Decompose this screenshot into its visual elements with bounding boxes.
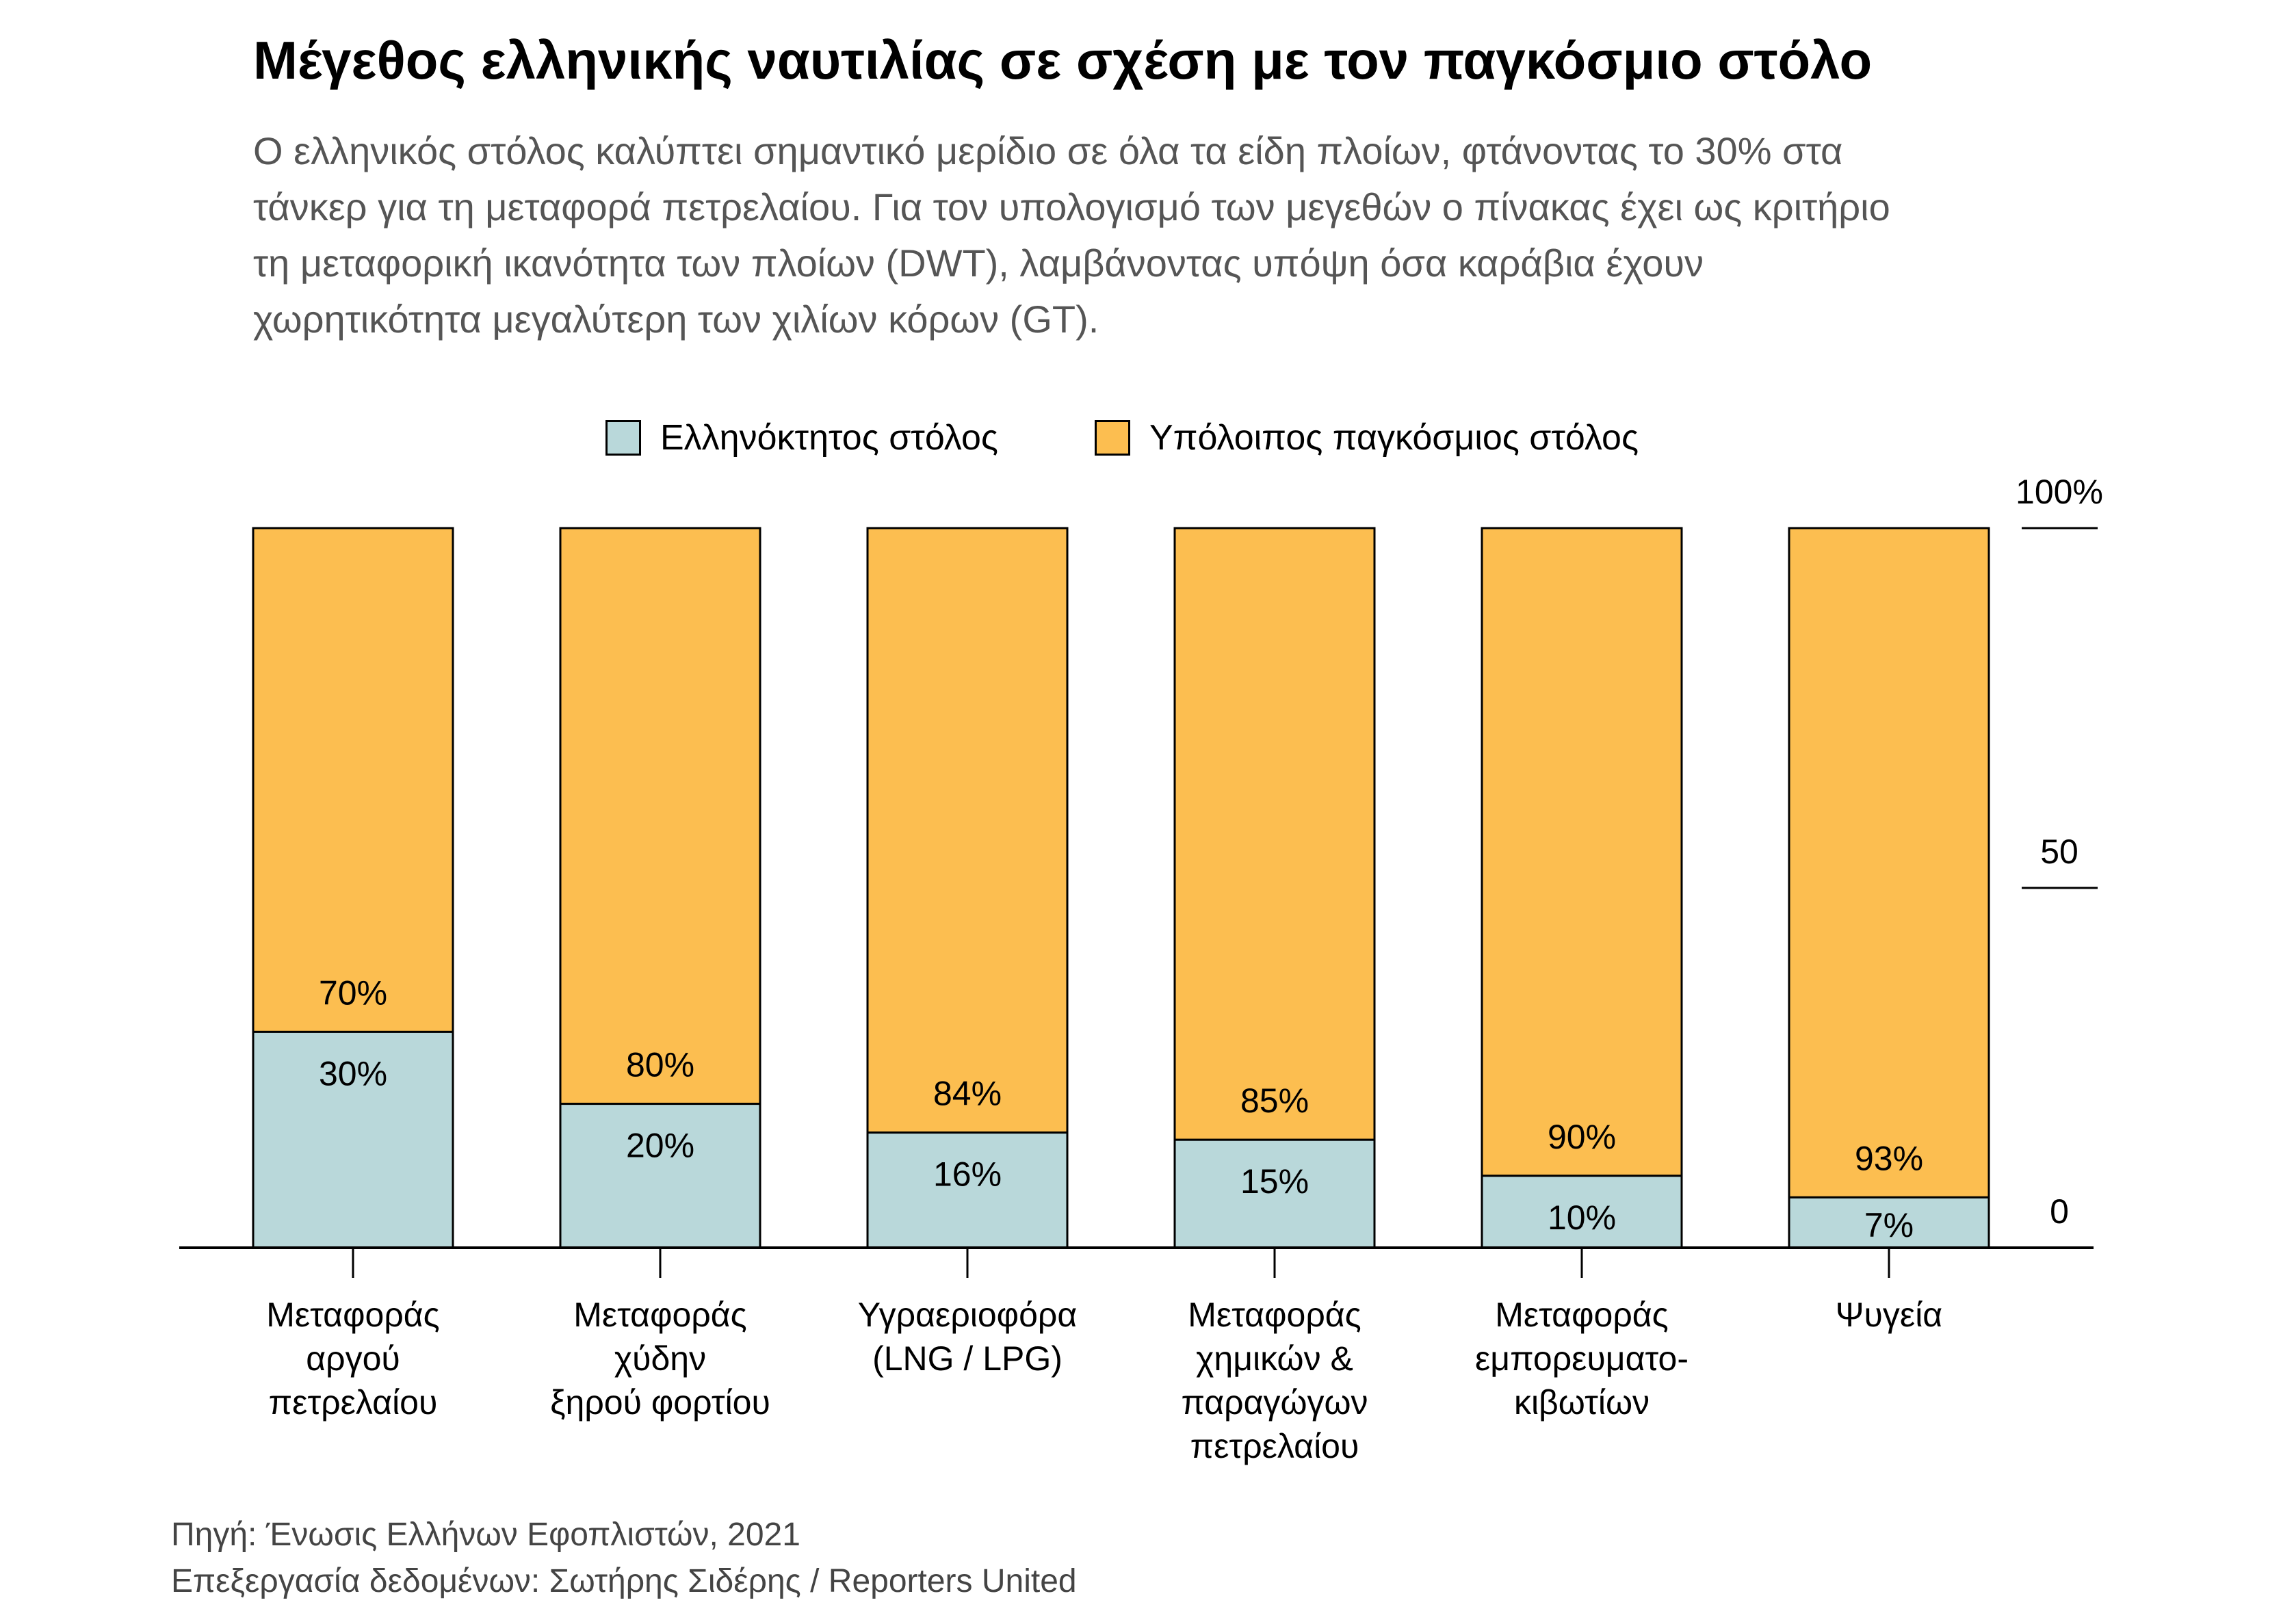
- category-label: Υγραεριοφόρα (LNG / LPG): [810, 1293, 1125, 1380]
- chart-legend: Ελληνόκτητος στόλος Υπόλοιπος παγκόσμιος…: [0, 417, 2281, 472]
- bar-segment-rest: [866, 527, 1069, 1134]
- data-label-rest: 90%: [1548, 1118, 1616, 1156]
- subtitle-line: χωρητικότητα μεγαλύτερη των χιλίων κόρων…: [253, 298, 1099, 341]
- legend-item-rest: Υπόλοιπος παγκόσμιος στόλος: [1095, 417, 1639, 458]
- data-label-rest: 80%: [626, 1046, 694, 1084]
- data-label-rest: 84%: [933, 1075, 1002, 1113]
- subtitle-line: τη μεταφορική ικανότητα των πλοίων (DWT)…: [253, 241, 1704, 285]
- category-label: Ψυγεία: [1732, 1293, 2046, 1337]
- bar-segment-greek: [559, 1103, 761, 1249]
- category-label-line: (LNG / LPG): [872, 1339, 1063, 1378]
- category-label-line: Μεταφοράς: [1495, 1296, 1669, 1334]
- bar-segment-greek: [866, 1131, 1069, 1249]
- data-label-rest: 70%: [319, 973, 387, 1012]
- bar-segment-rest: [1788, 527, 1990, 1199]
- category-label-line: Μεταφοράς: [1188, 1296, 1361, 1334]
- bar-segment-rest: [1173, 527, 1376, 1141]
- category-label-line: Ψυγεία: [1835, 1296, 1943, 1334]
- category-label-line: εμπορευματο-: [1475, 1339, 1689, 1378]
- data-label-greek: 30%: [319, 1054, 387, 1092]
- source-line: Πηγή: Ένωσις Ελλήνων Εφοπλιστών, 2021: [171, 1517, 800, 1553]
- subtitle-line: τάνκερ για τη μεταφορά πετρελαίου. Για τ…: [253, 185, 1890, 228]
- bar-segment-rest: [252, 527, 454, 1033]
- category-label-line: πετρελαίου: [1190, 1427, 1359, 1465]
- legend-swatch-greek: [605, 420, 641, 456]
- subtitle-line: Ο ελληνικός στόλος καλύπτει σημαντικό με…: [253, 129, 1843, 172]
- category-label-line: πετρελαίου: [268, 1383, 438, 1422]
- category-label-line: Μεταφοράς: [573, 1296, 747, 1334]
- category-label-line: παραγώγων: [1181, 1383, 1368, 1422]
- source-note: Πηγή: Ένωσις Ελλήνων Εφοπλιστών, 2021 Επ…: [171, 1512, 1077, 1605]
- data-label-rest: 85%: [1240, 1082, 1309, 1120]
- legend-label-rest: Υπόλοιπος παγκόσμιος στόλος: [1149, 418, 1639, 458]
- data-label-greek: 10%: [1548, 1199, 1616, 1237]
- legend-item-greek: Ελληνόκτητος στόλος: [605, 417, 998, 458]
- data-label-greek: 16%: [933, 1155, 1002, 1194]
- chart-subtitle: Ο ελληνικός στόλος καλύπτει σημαντικό με…: [253, 123, 2169, 348]
- bar-segment-greek: [1173, 1138, 1376, 1249]
- category-label-line: αργού: [306, 1339, 400, 1378]
- category-label-line: χύδην: [614, 1339, 707, 1378]
- category-label-line: χημικών &: [1196, 1339, 1353, 1378]
- bar-segment-greek: [252, 1030, 454, 1249]
- data-label-greek: 20%: [626, 1127, 694, 1165]
- bar-segment-rest: [559, 527, 761, 1105]
- legend-label-greek: Ελληνόκτητος στόλος: [660, 418, 998, 458]
- data-label-greek: 15%: [1240, 1162, 1309, 1201]
- data-label-greek: 7%: [1864, 1206, 1914, 1244]
- category-label-line: ξηρού φορτίου: [550, 1383, 770, 1422]
- source-line: Επεξεργασία δεδομένων: Σωτήρης Σιδέρης /…: [171, 1563, 1077, 1599]
- category-label: Μεταφοράς χημικών & παραγώγων πετρελαίου: [1117, 1293, 1432, 1468]
- category-label: Μεταφοράς χύδην ξηρού φορτίου: [503, 1293, 818, 1424]
- category-label-line: Υγραεριοφόρα: [857, 1296, 1078, 1334]
- bar-segment-rest: [1481, 527, 1683, 1177]
- bar-segment-greek: [1788, 1196, 1990, 1249]
- category-label-line: κιβωτίων: [1513, 1383, 1650, 1422]
- y-tick-label: 100%: [2016, 473, 2103, 511]
- category-label: Μεταφοράς εμπορευματο-κιβωτίων: [1424, 1293, 1739, 1424]
- category-label-line: Μεταφοράς: [266, 1296, 440, 1334]
- y-tick-label: 0: [2050, 1192, 2069, 1231]
- chart-title: Μέγεθος ελληνικής ναυτιλίας σε σχέση με …: [253, 30, 1873, 90]
- y-tick-label: 50: [2040, 833, 2078, 871]
- bar-segment-greek: [1481, 1175, 1683, 1249]
- legend-swatch-rest: [1095, 420, 1130, 456]
- category-label: Μεταφοράς αργού πετρελαίου: [196, 1293, 510, 1424]
- data-label-rest: 93%: [1855, 1139, 1923, 1177]
